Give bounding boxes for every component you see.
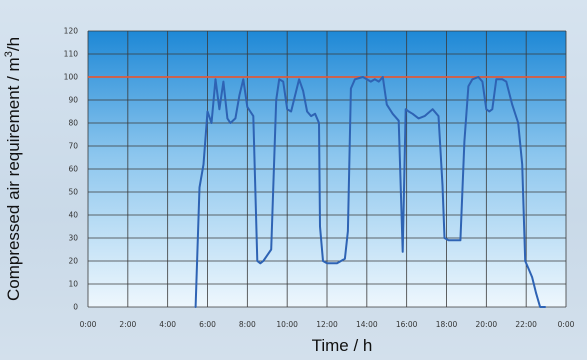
series-line: [194, 76, 547, 308]
x-tick-label: 10:00: [276, 320, 298, 329]
x-tick-label: 14:00: [356, 320, 378, 329]
series-group: [194, 76, 547, 308]
x-tick-label: 6:00: [199, 320, 216, 329]
x-tick-label: 2:00: [119, 320, 136, 329]
y-axis-title-superscript: 3: [3, 51, 15, 57]
y-axis-title-tail: /h: [4, 37, 23, 51]
y-axis-title-main: Compressed air requirement / m: [4, 57, 23, 301]
x-tick-label: 18:00: [436, 320, 458, 329]
y-tick-label: 90: [68, 96, 78, 105]
y-tick-label: 80: [68, 119, 78, 128]
x-axis-title: Time / h: [312, 336, 373, 355]
x-tick-label: 0:00: [80, 320, 97, 329]
y-tick-label: 40: [68, 211, 78, 220]
x-tick-label: 0:00: [558, 320, 575, 329]
x-tick-label: 16:00: [396, 320, 418, 329]
y-axis-title: Compressed air requirement / m3/h: [3, 37, 23, 301]
x-tick-label: 8:00: [239, 320, 256, 329]
x-tick-labels: 0:00 2:00 4:00 6:00 8:00 10:00 12:00 14:00 16:00…: [80, 320, 575, 329]
x-tick-label: 22:00: [515, 320, 537, 329]
x-tick-label: 12:00: [316, 320, 338, 329]
x-tick-label: 4:00: [159, 320, 176, 329]
y-tick-label: 0: [73, 303, 78, 312]
y-tick-label: 50: [68, 188, 78, 197]
y-tick-label: 30: [68, 234, 78, 243]
y-tick-labels: 0 10 20 30 40 50 60 70 80 90 100 110 120: [64, 27, 79, 312]
y-tick-label: 110: [64, 50, 79, 59]
x-tick-label: 20:00: [476, 320, 498, 329]
y-tick-label: 100: [64, 73, 79, 82]
y-tick-label: 120: [64, 27, 79, 36]
y-tick-label: 60: [68, 165, 78, 174]
y-tick-label: 10: [68, 280, 78, 289]
y-tick-label: 20: [68, 257, 78, 266]
y-tick-label: 70: [68, 142, 78, 151]
